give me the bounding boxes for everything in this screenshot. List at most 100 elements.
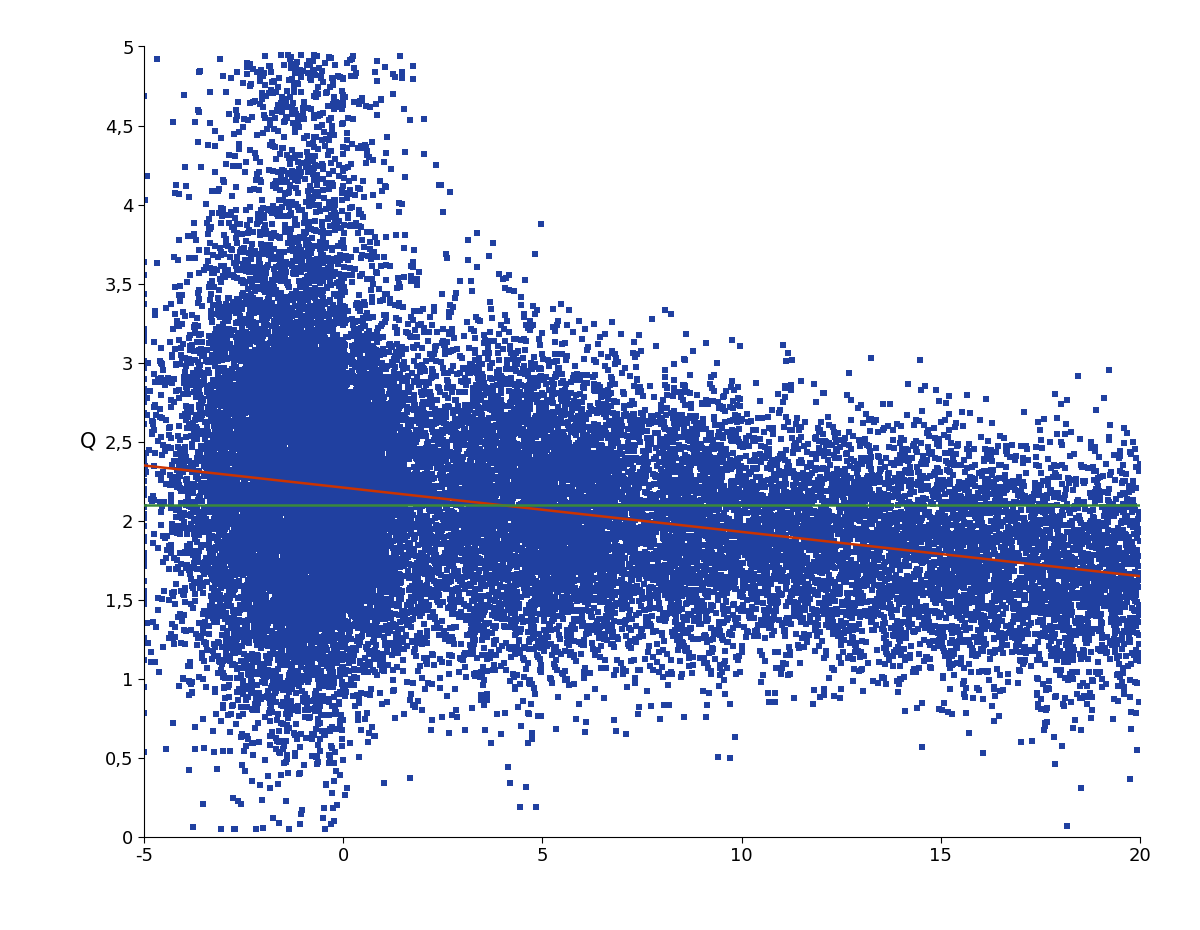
Point bbox=[312, 311, 331, 325]
Point bbox=[251, 292, 270, 307]
Point bbox=[1130, 534, 1150, 549]
Point bbox=[326, 341, 346, 356]
Point bbox=[305, 343, 324, 358]
Point bbox=[475, 435, 494, 450]
Point bbox=[215, 333, 234, 348]
Point bbox=[601, 438, 620, 453]
Point bbox=[990, 629, 1009, 644]
Point bbox=[666, 536, 685, 551]
Point bbox=[757, 460, 776, 475]
Point bbox=[853, 549, 872, 564]
Point bbox=[330, 577, 349, 591]
Point bbox=[268, 329, 287, 344]
Point bbox=[685, 414, 704, 429]
Point bbox=[648, 555, 667, 570]
Point bbox=[276, 551, 295, 566]
Point bbox=[229, 479, 248, 494]
Point bbox=[968, 646, 988, 661]
Point bbox=[900, 478, 919, 493]
Point bbox=[302, 395, 322, 410]
Point bbox=[599, 515, 618, 530]
Point bbox=[290, 403, 310, 418]
Point bbox=[310, 379, 329, 394]
Point bbox=[302, 601, 322, 616]
Point bbox=[316, 297, 335, 312]
Point bbox=[656, 494, 676, 509]
Point bbox=[204, 341, 223, 356]
Point bbox=[436, 400, 455, 415]
Point bbox=[134, 546, 154, 561]
Point bbox=[1117, 557, 1136, 572]
Point bbox=[134, 679, 154, 694]
Point bbox=[430, 566, 449, 581]
Point bbox=[533, 461, 552, 476]
Point bbox=[306, 538, 325, 553]
Point bbox=[673, 517, 692, 532]
Point bbox=[295, 616, 314, 631]
Point bbox=[283, 116, 302, 131]
Point bbox=[874, 617, 893, 631]
Point bbox=[289, 451, 308, 466]
Point bbox=[310, 539, 329, 554]
Point bbox=[319, 485, 338, 500]
Point bbox=[1045, 648, 1064, 663]
Point bbox=[517, 401, 536, 416]
Point bbox=[353, 535, 372, 550]
Point bbox=[869, 492, 888, 507]
Point bbox=[940, 603, 959, 618]
Point bbox=[301, 378, 320, 392]
Point bbox=[217, 332, 236, 347]
Point bbox=[215, 442, 234, 457]
Point bbox=[340, 407, 359, 422]
Point bbox=[272, 536, 292, 551]
Point bbox=[811, 478, 830, 493]
Point bbox=[388, 598, 407, 613]
Point bbox=[349, 505, 368, 520]
Point bbox=[456, 518, 475, 533]
Point bbox=[358, 372, 377, 387]
Point bbox=[516, 573, 535, 588]
Point bbox=[274, 578, 293, 593]
Point bbox=[282, 452, 301, 467]
Point bbox=[966, 565, 985, 580]
Point bbox=[539, 435, 558, 450]
Point bbox=[323, 409, 342, 424]
Point bbox=[638, 432, 658, 446]
Point bbox=[468, 365, 487, 379]
Point bbox=[548, 608, 568, 623]
Point bbox=[322, 596, 341, 611]
Point bbox=[236, 493, 256, 508]
Point bbox=[372, 431, 391, 445]
Point bbox=[306, 700, 325, 715]
Point bbox=[547, 456, 566, 471]
Point bbox=[204, 644, 223, 658]
Point bbox=[294, 490, 313, 505]
Point bbox=[260, 696, 280, 711]
Point bbox=[313, 232, 332, 246]
Point bbox=[334, 449, 353, 464]
Point bbox=[930, 465, 949, 480]
Point bbox=[482, 311, 502, 325]
Point bbox=[668, 569, 688, 584]
Point bbox=[994, 683, 1013, 698]
Point bbox=[418, 465, 437, 480]
Point bbox=[299, 261, 318, 276]
Point bbox=[342, 477, 361, 492]
Point bbox=[293, 491, 312, 506]
Point bbox=[564, 677, 583, 692]
Point bbox=[276, 793, 295, 808]
Point bbox=[558, 480, 577, 495]
Point bbox=[343, 342, 362, 357]
Point bbox=[704, 566, 724, 581]
Point bbox=[371, 294, 390, 309]
Point bbox=[569, 474, 588, 489]
Point bbox=[572, 592, 592, 607]
Point bbox=[292, 575, 311, 590]
Point bbox=[325, 392, 344, 407]
Point bbox=[278, 301, 298, 316]
Point bbox=[386, 408, 406, 423]
Point bbox=[281, 208, 300, 223]
Point bbox=[809, 433, 828, 448]
Point bbox=[188, 494, 208, 509]
Point bbox=[594, 551, 613, 566]
